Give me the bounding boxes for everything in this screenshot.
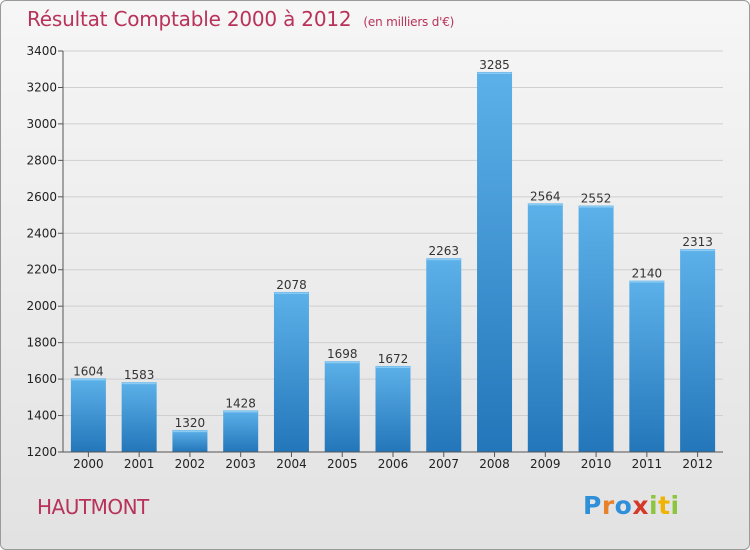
y-tick-label: 1200 [26,445,57,459]
x-tick-label: 2008 [479,457,510,471]
bar-highlight-2001 [122,382,157,385]
y-tick-label: 3200 [26,80,57,94]
bar-highlight-2005 [325,361,360,364]
logo-letter: x [632,491,649,520]
chart-title: Résultat Comptable 2000 à 2012 (en millie… [27,7,454,31]
x-tick-labels: 2000 2001 2002 2003 2004 2005 2006 2007 2008 2009… [73,452,713,471]
town-name: HAUTMONT [37,495,149,519]
data-label: 2313 [682,235,713,249]
bar-highlight-2007 [426,258,461,261]
value-labels: 1604 1583 1320 1428 2078 1698 1672 2263 3285 2564… [73,58,713,430]
bar-2001 [121,382,157,452]
bar-highlight-2012 [680,249,715,252]
bars [70,71,716,452]
bar-2009 [527,203,563,452]
y-tick-label: 2000 [26,299,57,313]
y-tick-label: 1400 [26,409,57,423]
x-tick-label: 2000 [73,457,104,471]
bar-highlight-2008 [477,72,512,74]
data-label: 1604 [73,364,104,378]
x-tick-label: 2011 [632,457,663,471]
data-label: 1428 [225,396,256,410]
y-tick-labels: 1200 1400 1600 1800 2000 2200 2400 2600 2800 3000… [26,44,63,459]
data-label: 1320 [175,416,206,430]
bar-2008 [477,71,513,452]
bar-2003 [223,410,259,452]
bar-2007 [426,258,462,452]
y-tick-label: 2800 [26,153,57,167]
x-tick-label: 2001 [124,457,155,471]
x-tick-label: 2002 [175,457,206,471]
data-label: 2564 [530,189,561,203]
logo-letter: o [614,491,633,520]
logo-letter: P [583,491,602,520]
logo-letter: i [649,491,659,520]
bar-2005 [324,361,360,452]
bar-highlight-2004 [274,292,309,294]
logo-letter: t [658,491,671,520]
bar-2010 [578,205,614,452]
bar-2012 [680,249,716,452]
x-tick-label: 2003 [225,457,256,471]
data-label: 1672 [378,352,409,366]
x-tick-label: 2010 [581,457,612,471]
y-tick-label: 1800 [26,336,57,350]
y-tick-label: 2600 [26,190,57,204]
data-label: 2263 [428,244,459,258]
x-tick-label: 2012 [682,457,713,471]
y-tick-label: 3400 [26,44,57,58]
bar-highlight-2002 [172,430,207,433]
bar-2004 [273,291,309,452]
x-tick-label: 2007 [428,457,459,471]
title-text: Résultat Comptable 2000 à 2012 [27,7,352,31]
x-tick-label: 2004 [276,457,307,471]
data-label: 2552 [581,192,612,206]
logo-letter: r [601,491,615,520]
y-tick-label: 2400 [26,226,57,240]
logo-letter: i [670,491,680,520]
bar-highlight-2010 [579,206,614,208]
y-tick-label: 2200 [26,263,57,277]
proxiti-logo: Proxiti [583,491,680,520]
bar-2006 [375,365,411,452]
x-tick-label: 2006 [378,457,409,471]
bar-highlight-2000 [71,378,106,381]
data-label: 1583 [124,368,155,382]
bar-highlight-2009 [528,203,563,206]
bar-highlight-2003 [223,410,258,413]
bar-2002 [172,430,208,452]
data-label: 3285 [479,58,510,72]
data-label: 2078 [276,278,307,292]
bar-2011 [629,280,665,452]
x-tick-label: 2005 [327,457,358,471]
y-tick-label: 1600 [26,372,57,386]
data-label: 1698 [327,347,358,361]
data-label: 2140 [632,267,663,281]
x-tick-label: 2009 [530,457,561,471]
chart-subtitle: (en milliers d'€) [363,15,455,29]
bar-highlight-2006 [376,366,410,368]
bar-highlight-2011 [629,281,664,283]
y-tick-label: 3000 [26,117,57,131]
bar-2000 [70,378,106,452]
